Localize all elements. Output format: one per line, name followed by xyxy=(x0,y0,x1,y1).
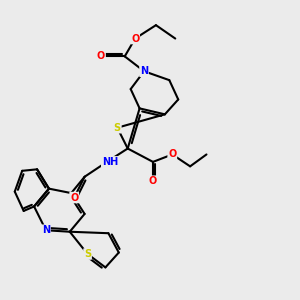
Text: O: O xyxy=(149,176,157,186)
Text: S: S xyxy=(84,249,91,259)
Text: O: O xyxy=(131,34,139,44)
Text: N: N xyxy=(140,66,148,76)
Text: O: O xyxy=(168,149,176,160)
Text: O: O xyxy=(97,51,105,62)
Text: N: N xyxy=(42,225,50,235)
Text: S: S xyxy=(114,123,121,133)
Text: NH: NH xyxy=(102,157,118,167)
Text: O: O xyxy=(70,193,78,202)
